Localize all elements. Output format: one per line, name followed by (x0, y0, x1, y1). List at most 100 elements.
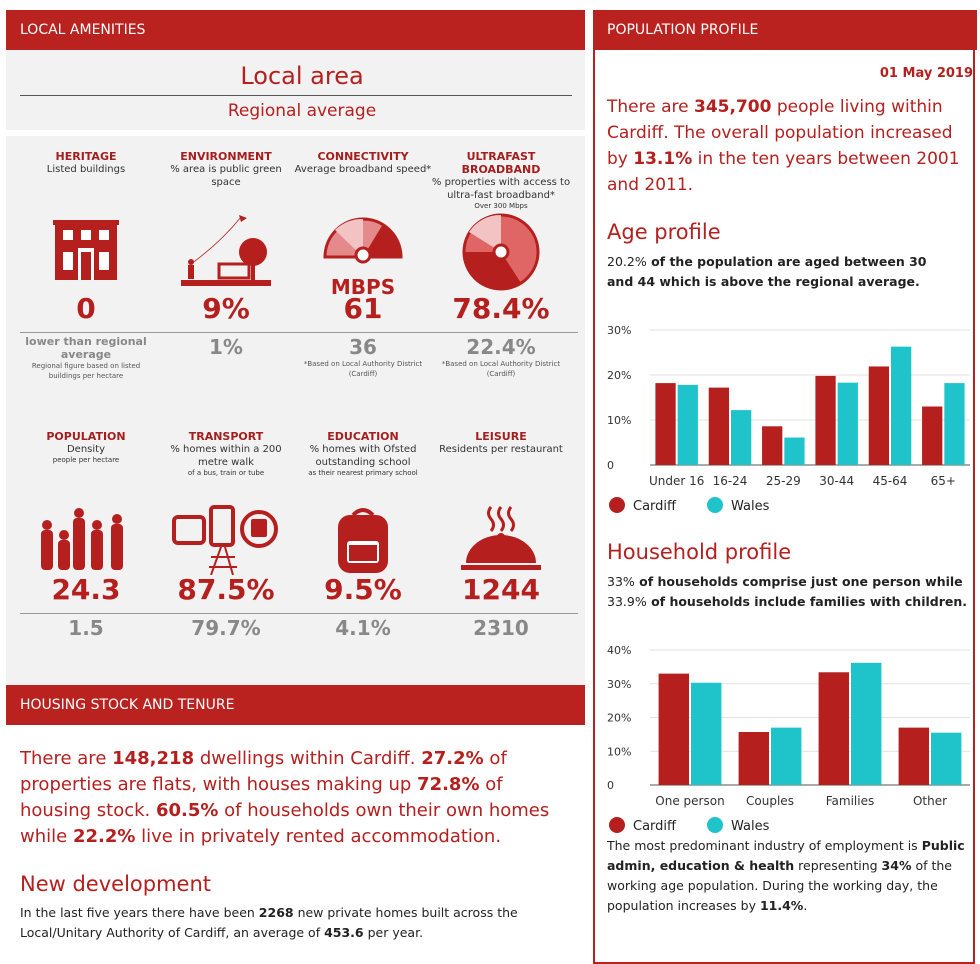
highlight-value: 34% (881, 858, 912, 873)
y-tick-label: 20% (607, 712, 631, 725)
amenity-description: % area is public green space (170, 164, 282, 188)
text-segment: There are (607, 97, 694, 117)
text-segment: of the working age population. During th… (607, 858, 952, 913)
legend-label: Wales (731, 499, 770, 514)
amenity-environment: ENVIRONMENT % area is public green space (156, 150, 296, 189)
text-segment: . (803, 898, 808, 913)
amenity-description: % homes within a 200 metre walk (170, 444, 282, 468)
local-value: 9.5% (324, 573, 402, 606)
cloche-icon (431, 505, 571, 579)
highlight-value: 13.1% (633, 149, 693, 169)
age-profile-title: Age profile (607, 220, 721, 244)
regional-value: 79.7% (191, 616, 261, 640)
text-segment: 33% (607, 574, 635, 589)
bar-cardiff (818, 672, 849, 785)
bar-wales (691, 682, 722, 785)
amenity-title: CONNECTIVITY (317, 150, 409, 163)
highlight-value: 148,218 (112, 748, 195, 769)
x-tick-label: Other (913, 794, 947, 808)
y-tick-label: 0 (607, 459, 614, 472)
industry-text: The most predominant industry of employm… (607, 836, 967, 916)
bar-wales (771, 727, 802, 785)
local-value: 87.5% (177, 573, 275, 606)
development-text: In the last five years there have been 2… (20, 903, 565, 943)
amenity-description: Listed buildings (46, 164, 126, 175)
household-profile-title: Household profile (607, 540, 792, 564)
amenity-subnote: as their nearest primary school (308, 469, 418, 477)
age-profile-text: 20.2% of the population are aged between… (607, 252, 957, 292)
amenity-heritage: HERITAGE Listed buildings (16, 150, 156, 176)
amenity-title: HERITAGE (55, 150, 117, 163)
text-segment: of households own their own homes while (20, 800, 550, 847)
y-tick-label: 40% (607, 644, 631, 657)
amenity-subnote: of a bus, train or tube (187, 469, 265, 477)
amenity-description: Density (66, 444, 106, 455)
y-tick-label: 10% (607, 745, 631, 758)
amenity-title: POPULATION (46, 430, 126, 443)
x-tick-label: Couples (746, 794, 794, 808)
x-tick-label: 45-64 (873, 474, 908, 488)
text-segment: live in privately rented accommodation. (135, 826, 502, 847)
regional-value: 1% (209, 335, 243, 359)
local-value: 61 (343, 292, 383, 325)
y-tick-label: 30% (607, 678, 631, 691)
pie-gauge-icon (431, 212, 571, 296)
regional-value: 36 *Based on Local Authority District (Ca… (303, 335, 423, 378)
bar-wales (851, 662, 882, 785)
y-tick-label: 20% (607, 369, 631, 382)
highlight-value: 22.2% (72, 826, 136, 847)
text-segment: per year. (363, 925, 424, 940)
highlight-value: 60.5% (155, 800, 219, 821)
x-tick-label: Under 16 (649, 474, 704, 488)
bar-cardiff (708, 387, 729, 465)
regional-value: 2310 (473, 616, 529, 640)
regional-value: 22.4% *Based on Local Authority District … (441, 335, 561, 378)
population-profile-panel: POPULATION PROFILE 01 May 2019 There are… (593, 10, 977, 964)
legend-swatch (609, 817, 625, 833)
x-tick-label: 16-24 (713, 474, 748, 488)
highlight-value: Public admin, education & health (607, 838, 965, 873)
legend-label: Wales (731, 819, 770, 834)
text-segment: There are (20, 748, 113, 769)
date: 01 May 2019 (879, 66, 973, 81)
local-value: 78.4% (452, 292, 550, 325)
highlight-value: 345,700 (694, 97, 772, 117)
amenity-title: ENVIRONMENT (180, 150, 272, 163)
svg-text:MBPS: MBPS (331, 275, 395, 299)
amenity-description: Residents per restaurant (439, 444, 563, 455)
bar-cardiff (868, 366, 889, 465)
x-tick-label: 30-44 (819, 474, 854, 488)
people-icon (16, 505, 156, 574)
text-segment: In the last five years there have been (20, 905, 259, 920)
household-profile-chart: 0 10% 20% 30% 40% One person Couples Families Ot… (607, 644, 970, 834)
amenity-title: ULTRAFAST BROADBAND (461, 150, 541, 176)
bar-wales (784, 437, 805, 465)
local-amenities-header: LOCAL AMENITIES (6, 10, 585, 50)
new-development-title: New development (20, 872, 212, 896)
housing-text: There are 148,218 dwellings within Cardi… (20, 746, 575, 850)
age-profile-chart: 0 10% 20% 30% Under 16 16-24 25-29 30-44 45-64 65… (607, 324, 970, 514)
housing-header: HOUSING STOCK AND TENURE (6, 685, 585, 725)
legend-label: Cardiff (633, 499, 677, 514)
legend-swatch (707, 817, 723, 833)
bar-wales (837, 382, 858, 465)
local-amenities-panel: LOCAL AMENITIES Local area Regional aver… (6, 10, 585, 964)
amenity-description: % properties with access to ultra-fast b… (431, 177, 571, 201)
local-value: 9% (202, 292, 250, 325)
text-segment: The most predominant industry of employm… (607, 838, 922, 853)
amenity-title: LEISURE (475, 430, 527, 443)
text-segment: 20.2% (607, 254, 647, 269)
bar-wales (677, 384, 698, 465)
park-icon (156, 212, 296, 296)
text-segment: representing (794, 858, 882, 873)
amenity-subnote: Over 300 Mbps (474, 202, 528, 210)
bar-cardiff (762, 426, 783, 465)
local-value: 24.3 (51, 573, 121, 606)
bar-cardiff (898, 727, 929, 785)
text-segment: in the ten years between 2001 and 2011. (607, 149, 960, 195)
bar-wales (931, 732, 962, 785)
local-value: 0 (76, 292, 96, 325)
amenity-description: % homes with Ofsted outstanding school (309, 444, 417, 468)
amenity-ultrafast-broadband: ULTRAFAST BROADBAND % properties with ac… (431, 150, 571, 210)
highlight-value: 72.8% (417, 774, 480, 795)
